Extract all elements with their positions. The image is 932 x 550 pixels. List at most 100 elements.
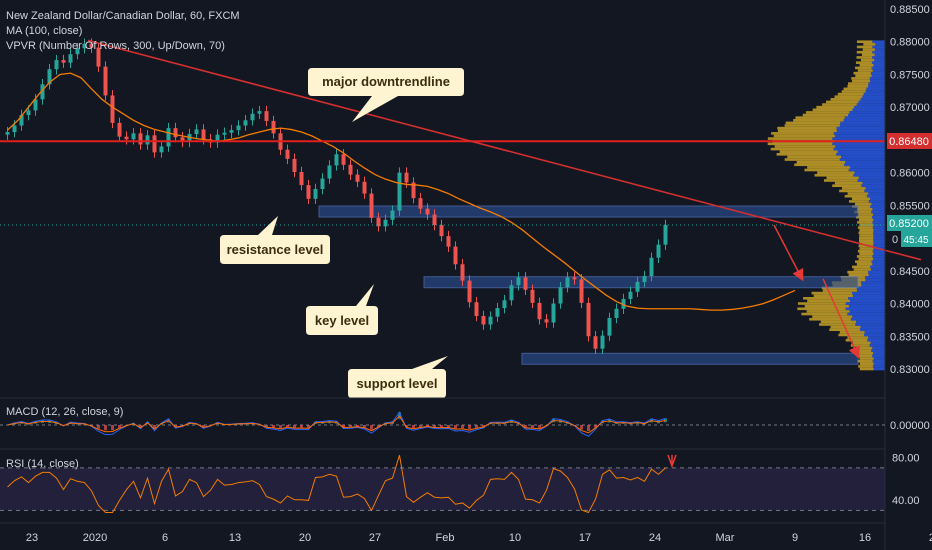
vpvr-up-bar <box>872 255 885 258</box>
candle-body <box>453 246 458 265</box>
vpvr-down-bar <box>839 189 865 193</box>
macd-histogram-bar <box>363 425 366 428</box>
vpvr-up-bar <box>834 134 885 138</box>
candle-body <box>334 154 339 166</box>
vpvr-down-bar <box>812 315 853 318</box>
vpvr-down-bar <box>856 40 873 44</box>
vpvr-up-bar <box>848 297 885 300</box>
vpvr-down-bar <box>834 181 863 185</box>
vpvr-down-bar <box>848 200 869 203</box>
vpvr-up-bar <box>873 228 885 232</box>
macd-histogram-bar <box>118 425 121 428</box>
zone-support-level <box>521 352 859 365</box>
candle-body <box>418 198 423 209</box>
vpvr-up-bar <box>861 184 885 188</box>
macd-histogram-bar <box>580 425 583 430</box>
candle-body <box>54 60 59 70</box>
vpvr-up-bar <box>868 336 885 339</box>
candle-body <box>404 172 409 183</box>
candle-body <box>509 285 514 301</box>
vpvr-down-bar <box>852 265 871 269</box>
candle-body <box>243 120 248 126</box>
callout-key-text: key level <box>315 313 369 328</box>
vpvr-legend[interactable]: VPVR (Number Of Rows, 300, Up/Down, 70) <box>6 40 225 52</box>
macd-histogram-bar <box>426 425 429 427</box>
vpvr-down-bar <box>857 207 873 211</box>
candle-body <box>264 111 269 121</box>
vpvr-up-bar <box>849 111 885 114</box>
vpvr-up-bar <box>866 194 885 198</box>
candle-body <box>390 210 395 220</box>
vpvr-up-bar <box>864 331 885 334</box>
vpvr-down-bar <box>804 304 849 308</box>
vpvr-down-bar <box>856 346 873 350</box>
candle-body <box>61 60 66 63</box>
vpvr-down-bar <box>850 344 870 347</box>
macd-histogram-bar <box>440 425 443 428</box>
candle-body <box>138 133 143 145</box>
rsi-legend[interactable]: RSI (14, close) <box>6 458 79 470</box>
rsi-down-arrow <box>667 454 677 469</box>
vpvr-up-bar <box>864 333 885 337</box>
vpvr-down-bar <box>858 231 874 235</box>
vpvr-up-bar <box>873 357 885 360</box>
time-tick-label: 20 <box>299 532 311 544</box>
time-tick-label: 10 <box>509 532 521 544</box>
vpvr-up-bar <box>873 234 885 237</box>
vpvr-down-bar <box>832 184 862 188</box>
vpvr-down-bar <box>839 331 865 334</box>
callout-trendline[interactable]: major downtrendline <box>308 68 464 122</box>
chart-title: New Zealand Dollar/Canadian Dollar, 60, … <box>6 10 240 22</box>
trend-lines[interactable] <box>0 39 922 261</box>
vpvr-down-bar <box>862 48 875 51</box>
vpvr-up-bar <box>832 142 885 146</box>
vpvr-up-bar <box>860 98 885 101</box>
candle-body <box>68 54 73 63</box>
vpvr-down-bar <box>855 61 872 64</box>
vpvr-down-bar <box>855 215 872 219</box>
vpvr-up-bar <box>873 351 885 355</box>
vpvr-down-bar <box>826 100 859 104</box>
vpvr-down-bar <box>853 341 871 345</box>
vpvr-down-bar <box>857 226 873 229</box>
vpvr-down-bar <box>811 291 852 295</box>
candle-body <box>306 185 311 199</box>
vpvr-up-bar <box>873 63 885 67</box>
vpvr-up-bar <box>873 218 885 222</box>
vpvr-up-bar <box>865 278 885 282</box>
price-tick-label: 0.88500 <box>890 4 930 16</box>
vpvr-up-bar <box>871 202 885 206</box>
vpvr-down-bar <box>801 312 848 316</box>
vpvr-up-bar <box>873 242 885 245</box>
macd-legend[interactable]: MACD (12, 26, close, 9) <box>6 406 123 418</box>
ma-legend[interactable]: MA (100, close) <box>6 25 82 37</box>
vpvr-up-bar <box>836 126 885 130</box>
vpvr-down-bar <box>767 142 833 146</box>
time-tick-label: 23 <box>929 532 932 544</box>
vpvr-up-bar <box>860 325 885 329</box>
callout-key[interactable]: key level <box>306 284 378 335</box>
vpvr-up-bar <box>843 118 885 122</box>
vpvr-up-bar <box>866 87 885 91</box>
macd-histogram-bar <box>111 425 114 431</box>
vpvr-up-bar <box>862 95 885 99</box>
candle-body <box>474 302 479 316</box>
vpvr-up-bar <box>872 221 885 224</box>
time-tick-label: Mar <box>716 532 735 544</box>
candle-body <box>523 277 528 290</box>
candle-body <box>530 289 535 303</box>
vpvr-down-bar <box>845 338 868 342</box>
price-zones[interactable] <box>318 205 859 365</box>
time-axis[interactable]: 23 2020 6 13 20 27 Feb 10 17 24 Mar 9 16 23 <box>26 532 932 544</box>
candle-body <box>26 110 31 116</box>
vpvr-down-bar <box>795 116 845 119</box>
callout-resistance[interactable]: resistance level <box>220 216 330 264</box>
rsi-tick-label: 80.00 <box>892 452 920 464</box>
vpvr-down-bar <box>851 77 870 80</box>
macd-histogram-bar <box>356 425 359 427</box>
candle-body <box>96 47 101 67</box>
macd-histogram-bar <box>482 425 485 427</box>
vpvr-up-bar <box>870 71 885 75</box>
callout-support[interactable]: support level <box>348 356 448 398</box>
